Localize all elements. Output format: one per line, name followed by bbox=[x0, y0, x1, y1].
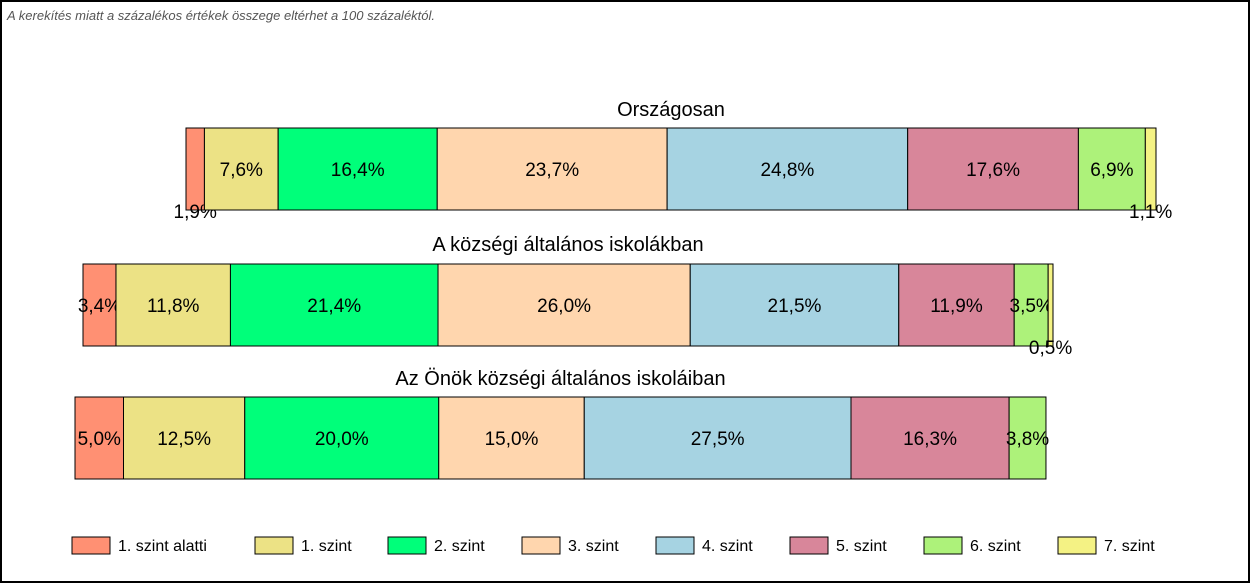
legend-label-8: 7. szint bbox=[1104, 538, 1155, 555]
bar-1-label-5: 24,8% bbox=[760, 160, 814, 181]
bar-3-label-1: 5,0% bbox=[78, 429, 121, 450]
bar-2-label-1: 3,4% bbox=[78, 296, 121, 317]
bar-2-label-8: 0,5% bbox=[1029, 338, 1072, 359]
legend-label-1: 1. szint alatti bbox=[118, 538, 207, 555]
bar-1-segment-8 bbox=[1144, 127, 1157, 211]
bar-1-segment-7 bbox=[1077, 127, 1146, 211]
legend-label-2: 1. szint bbox=[301, 538, 352, 555]
legend-label-4: 3. szint bbox=[568, 538, 619, 555]
bar-3-label-7: 3,8% bbox=[1006, 429, 1049, 450]
bar-2-segment-6 bbox=[898, 263, 1015, 347]
legend-swatch-7 bbox=[923, 536, 963, 555]
bar-1-label-3: 16,4% bbox=[331, 160, 385, 181]
legend-swatch-1 bbox=[71, 536, 111, 555]
bar-2-segment-3 bbox=[229, 263, 439, 347]
bar-2-label-6: 11,9% bbox=[930, 296, 983, 317]
bar-3-label-3: 20,0% bbox=[315, 429, 369, 450]
legend-swatch-2 bbox=[254, 536, 294, 555]
legend-swatch-6 bbox=[789, 536, 829, 555]
bar-2-segment-8 bbox=[1047, 263, 1054, 347]
bar-1-label-4: 23,7% bbox=[525, 160, 579, 181]
bar-title-2: A községi általános iskolákban bbox=[432, 234, 703, 256]
bar-3-segment-7 bbox=[1008, 396, 1047, 480]
bar-1-segment-4 bbox=[436, 127, 668, 211]
bar-3-segment-4 bbox=[438, 396, 585, 480]
bar-1-segment-6 bbox=[907, 127, 1079, 211]
legend-label-7: 6. szint bbox=[970, 538, 1021, 555]
legend-label-5: 4. szint bbox=[702, 538, 753, 555]
bar-1-segment-3 bbox=[277, 127, 438, 211]
bar-1-label-7: 6,9% bbox=[1090, 160, 1133, 181]
bar-1-label-6: 17,6% bbox=[966, 160, 1020, 181]
bar-3-segment-2 bbox=[123, 396, 246, 480]
bar-2-segment-5 bbox=[689, 263, 900, 347]
bar-title-1: Országosan bbox=[617, 99, 725, 121]
bar-2-segment-2 bbox=[115, 263, 231, 347]
rounding-note: A kerekítés miatt a százalékos értékek ö… bbox=[7, 8, 436, 23]
bar-title-3: Az Önök községi általános iskoláiban bbox=[395, 368, 725, 390]
bar-1-label-8: 1,1% bbox=[1129, 202, 1172, 223]
bar-3-label-4: 15,0% bbox=[485, 429, 539, 450]
bar-3-segment-6 bbox=[850, 396, 1010, 480]
bar-3-segment-5 bbox=[583, 396, 852, 480]
bar-3-segment-1 bbox=[74, 396, 124, 480]
bar-2-segment-1 bbox=[82, 263, 117, 347]
bar-1-label-2: 7,6% bbox=[220, 160, 263, 181]
legend-label-3: 2. szint bbox=[434, 538, 485, 555]
legend-swatch-4 bbox=[521, 536, 561, 555]
bar-2-label-4: 26,0% bbox=[537, 296, 591, 317]
legend-swatch-8 bbox=[1057, 536, 1097, 555]
bar-2-label-7: 3,5% bbox=[1010, 296, 1053, 317]
legend-swatch-5 bbox=[655, 536, 695, 555]
bar-3-label-6: 16,3% bbox=[903, 429, 957, 450]
bar-3-label-2: 12,5% bbox=[157, 429, 211, 450]
bar-1-segment-5 bbox=[666, 127, 909, 211]
bar-2-label-5: 21,5% bbox=[768, 296, 822, 317]
bar-1-segment-1 bbox=[185, 127, 205, 211]
legend-label-6: 5. szint bbox=[836, 538, 887, 555]
bar-3-label-5: 27,5% bbox=[691, 429, 745, 450]
bar-2-label-2: 11,8% bbox=[147, 296, 200, 317]
legend-swatch-3 bbox=[387, 536, 427, 555]
bar-3-segment-3 bbox=[244, 396, 440, 480]
bar-2-segment-4 bbox=[437, 263, 691, 347]
bar-2-label-3: 21,4% bbox=[307, 296, 361, 317]
